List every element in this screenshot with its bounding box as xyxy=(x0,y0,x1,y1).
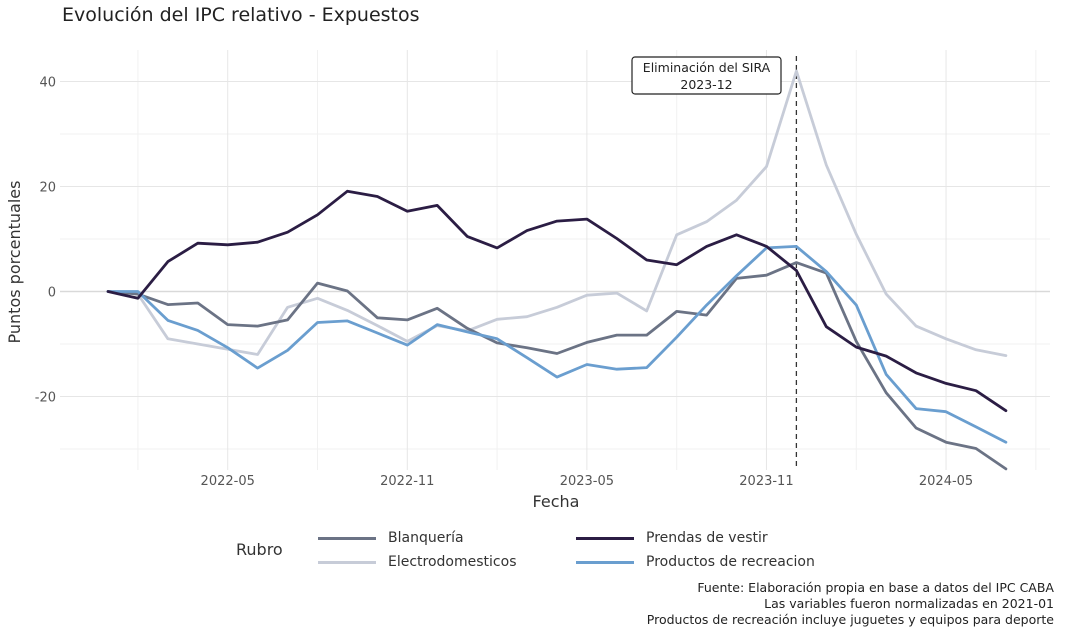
legend-item-prendas: Prendas de vestir xyxy=(576,530,768,546)
legend-title: Rubro xyxy=(236,540,283,559)
legend-item-blanqueria: Blanquería xyxy=(318,530,464,546)
annotation-label: Eliminación del SIRA xyxy=(643,60,771,75)
x-tick-label: 2022-05 xyxy=(201,474,255,489)
series-line-electrodomesticos xyxy=(106,69,1008,358)
x-tick-label: 2024-05 xyxy=(919,474,973,489)
recreation-note: Productos de recreación incluye juguetes… xyxy=(646,612,1054,627)
legend-label-electrodomesticos: Electrodomesticos xyxy=(388,554,517,570)
x-tick-label: 2023-05 xyxy=(560,474,614,489)
x-axis-label: Fecha xyxy=(533,492,580,511)
series-line-blanquer-a xyxy=(106,261,1008,471)
legend-swatch-recreacion xyxy=(576,560,634,564)
source-notes: Fuente: Elaboración propia en base a dat… xyxy=(647,580,1054,628)
y-tick-label: 0 xyxy=(48,286,56,301)
source-note: Fuente: Elaboración propia en base a dat… xyxy=(697,580,1054,595)
annotation-box xyxy=(631,56,782,95)
legend-swatch-electrodomesticos xyxy=(318,560,376,564)
normalization-note: Las variables fueron normalizadas en 202… xyxy=(764,596,1054,611)
chart-title: Evolución del IPC relativo - Expuestos xyxy=(62,4,420,26)
legend-swatch-blanqueria xyxy=(318,536,376,540)
y-tick-label: 40 xyxy=(39,76,56,91)
legend-label-recreacion: Productos de recreacion xyxy=(646,554,815,570)
series-line-prendas-de-vestir xyxy=(106,189,1008,413)
x-tick-label: 2023-11 xyxy=(739,474,793,489)
legend: Rubro Blanquería Electrodomesticos Prend… xyxy=(236,526,856,576)
y-tick-label: 20 xyxy=(39,181,56,196)
y-axis-label: Puntos porcentuales xyxy=(5,181,24,344)
series-line-productos-de-recreacion xyxy=(106,244,1008,444)
y-tick-label: -20 xyxy=(35,391,56,406)
legend-item-recreacion: Productos de recreacion xyxy=(576,554,815,570)
x-tick-label: 2022-11 xyxy=(380,474,434,489)
legend-label-prendas: Prendas de vestir xyxy=(646,530,768,546)
legend-swatch-prendas xyxy=(576,536,634,540)
legend-label-blanqueria: Blanquería xyxy=(388,530,464,546)
line-chart: -20 0 20 40 2022-05 2022-11 2023-05 2023-11 2024… xyxy=(5,50,1050,511)
legend-item-electrodomesticos: Electrodomesticos xyxy=(318,554,516,570)
annotation-date: 2023-12 xyxy=(680,77,732,92)
